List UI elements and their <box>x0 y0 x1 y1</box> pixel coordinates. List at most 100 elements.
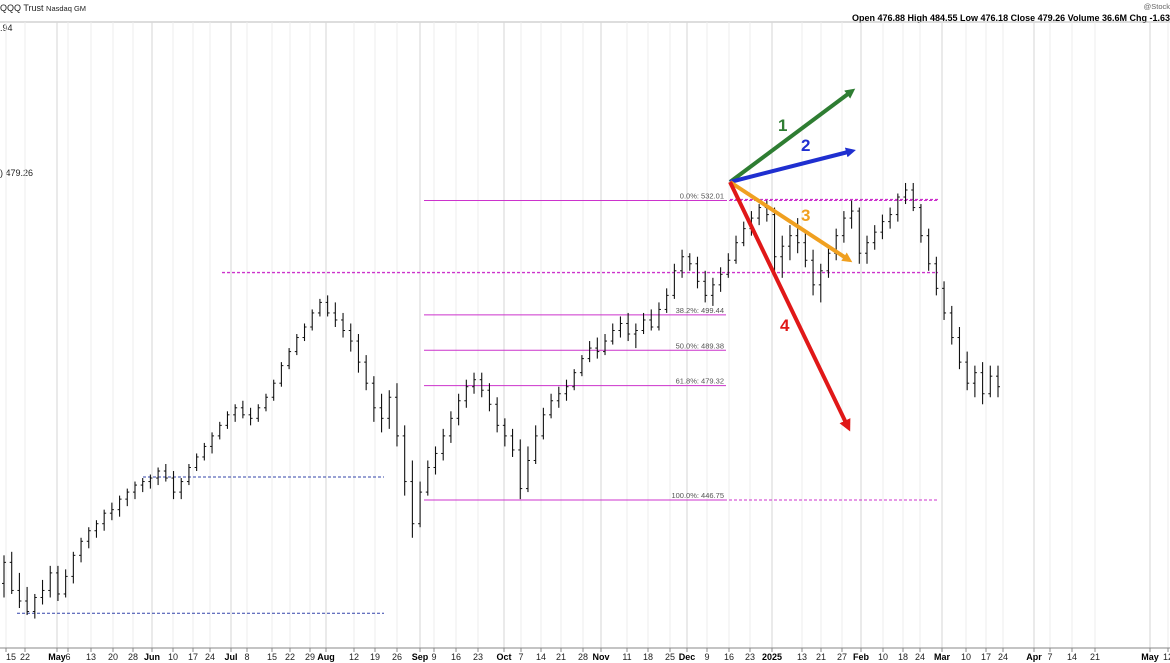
x-tick-label: Sep <box>412 652 429 662</box>
x-tick-label: 24 <box>915 652 925 662</box>
price-bar-48 <box>371 376 376 422</box>
x-tick-label: 21 <box>1090 652 1100 662</box>
x-tick-label: Oct <box>496 652 511 662</box>
x-tick-label: 16 <box>451 652 461 662</box>
price-bar-34 <box>263 393 268 412</box>
price-bar-47 <box>364 355 369 391</box>
price-bar-64 <box>495 397 500 433</box>
price-bar-115 <box>888 207 893 229</box>
x-tick-label: 6 <box>65 652 70 662</box>
price-bar-111 <box>857 207 862 264</box>
price-bar-61 <box>472 372 477 394</box>
price-bar-87 <box>672 263 677 299</box>
price-bar-69 <box>533 425 538 464</box>
price-bar-81 <box>626 312 631 342</box>
ohlc-bars <box>2 182 1000 619</box>
price-bar-107 <box>826 246 831 278</box>
price-bar-86 <box>664 288 669 313</box>
x-tick-label: 17 <box>188 652 198 662</box>
price-bar-95 <box>734 235 739 264</box>
price-bar-77 <box>595 337 600 359</box>
x-tick-label: 22 <box>285 652 295 662</box>
symbol-title: QQQ Trust Nasdaq GM <box>0 3 86 13</box>
price-bar-1 <box>9 551 14 594</box>
x-tick-label: May <box>1141 652 1159 662</box>
price-bar-6 <box>48 565 53 598</box>
x-tick-label: 18 <box>898 652 908 662</box>
fib-label-4: 100.0%: 446.75 <box>671 491 724 500</box>
x-tick-label: 21 <box>556 652 566 662</box>
price-bar-17 <box>132 481 137 500</box>
price-bar-3 <box>25 586 30 616</box>
last-price-label: ) 479.26 <box>0 168 33 178</box>
x-tick-label: 7 <box>1047 652 1052 662</box>
x-tick-label: Dec <box>679 652 696 662</box>
price-bar-83 <box>641 312 646 335</box>
price-bar-78 <box>603 334 608 356</box>
price-bar-19 <box>148 474 153 489</box>
price-bar-84 <box>649 309 654 331</box>
price-bar-15 <box>117 495 122 517</box>
arrow-3-label: 3 <box>801 206 810 225</box>
price-bar-74 <box>572 369 577 391</box>
x-tick-label: 23 <box>745 652 755 662</box>
scenario-arrows: 1 2 3 4 <box>728 88 856 432</box>
price-bar-14 <box>109 502 114 521</box>
price-bar-129 <box>996 365 1000 398</box>
x-tick-label: 13 <box>86 652 96 662</box>
x-tick-label: May <box>48 652 66 662</box>
x-tick-label: 10 <box>878 652 888 662</box>
price-bar-119 <box>918 204 923 243</box>
price-bar-82 <box>633 323 638 349</box>
price-bar-101 <box>780 235 785 278</box>
price-bar-53 <box>410 460 415 538</box>
quote-open: Open 476.88 <box>852 13 905 23</box>
quote-close: Close 479.26 <box>1008 13 1065 23</box>
price-bar-28 <box>217 421 222 440</box>
price-bar-32 <box>248 407 253 426</box>
price-bar-25 <box>194 453 199 472</box>
price-bar-13 <box>102 509 107 531</box>
price-bar-43 <box>333 302 338 327</box>
price-bar-124 <box>957 326 962 370</box>
arrow-1-label: 1 <box>778 116 787 135</box>
arrow-1 <box>728 88 856 184</box>
price-bar-51 <box>394 383 399 447</box>
price-bar-8 <box>63 569 68 598</box>
x-tick-label: 26 <box>392 652 402 662</box>
price-bar-66 <box>510 428 515 457</box>
price-bar-76 <box>587 341 592 363</box>
price-bar-93 <box>718 267 723 292</box>
price-bar-126 <box>972 365 977 398</box>
fib-label-3: 61.8%: 479.32 <box>676 377 724 386</box>
x-tick-label: 12 <box>1163 652 1170 662</box>
price-bar-80 <box>618 316 623 338</box>
price-bar-96 <box>741 221 746 247</box>
price-bar-35 <box>271 379 276 401</box>
price-bar-106 <box>818 263 823 303</box>
quote-low: Low 476.18 <box>958 13 1009 23</box>
x-tick-label: 19 <box>370 652 380 662</box>
price-bar-122 <box>942 281 947 320</box>
price-bar-20 <box>156 467 161 486</box>
price-bar-49 <box>379 393 384 433</box>
price-bar-59 <box>456 393 461 426</box>
price-bar-73 <box>564 379 569 401</box>
price-bar-24 <box>186 463 191 486</box>
price-bar-79 <box>610 323 615 345</box>
x-tick-label: 16 <box>724 652 734 662</box>
x-tick-label: 28 <box>578 652 588 662</box>
price-bar-9 <box>71 551 76 584</box>
quote-chg: Chg -1.63 <box>1127 13 1170 23</box>
quote-volume: Volume 36.6M <box>1065 13 1127 23</box>
x-tick-label: 11 <box>622 652 631 662</box>
price-bar-89 <box>687 253 692 271</box>
price-bar-23 <box>179 478 184 500</box>
x-tick-label: Nov <box>592 652 609 662</box>
x-tick-label: 9 <box>704 652 709 662</box>
x-tick-label: 23 <box>473 652 483 662</box>
price-bar-18 <box>140 478 145 493</box>
support-resistance-lines <box>17 198 938 614</box>
price-bar-21 <box>163 463 168 482</box>
